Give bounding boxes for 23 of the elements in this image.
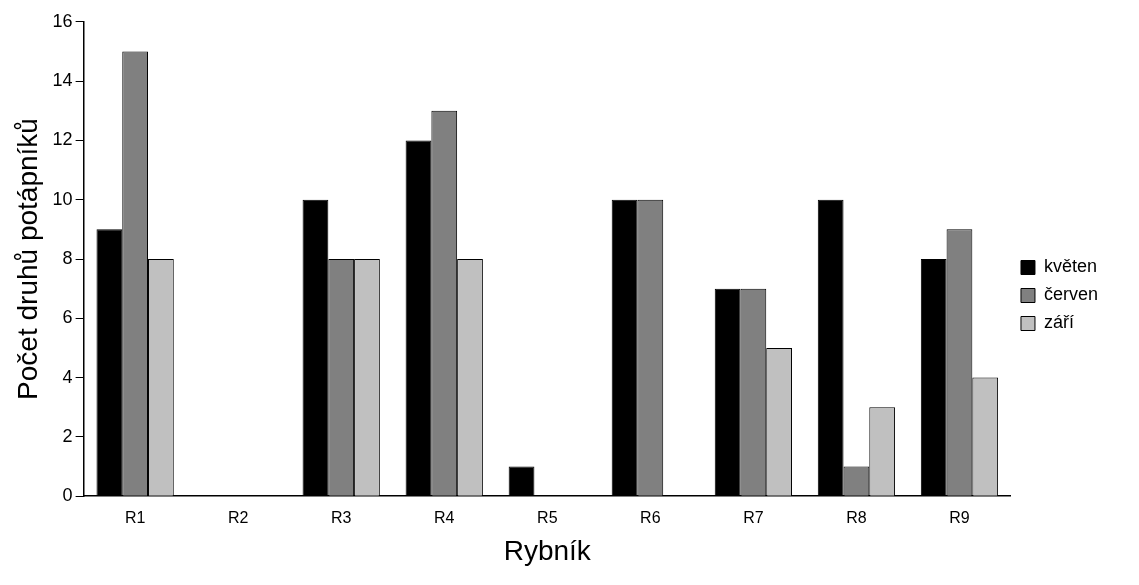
y-tick-label: 8 bbox=[62, 247, 73, 268]
legend-label: září bbox=[1043, 312, 1074, 333]
x-tick-label: R5 bbox=[537, 509, 558, 527]
y-tick-label: 10 bbox=[52, 188, 73, 209]
y-tick-label: 12 bbox=[52, 129, 73, 150]
x-tick-label: R1 bbox=[124, 509, 146, 527]
legend-label: květen bbox=[1043, 256, 1098, 277]
y-tick-label: 6 bbox=[62, 307, 73, 328]
x-axis-title: Rybník bbox=[503, 534, 592, 566]
x-tick-label: R6 bbox=[640, 509, 661, 527]
y-tick-label: 14 bbox=[52, 70, 73, 91]
y-axis-title: Počet druhů potápníků bbox=[11, 118, 43, 400]
x-tick-label: R2 bbox=[227, 509, 249, 527]
x-tick-label: R8 bbox=[846, 509, 867, 527]
x-tick-label: R4 bbox=[434, 509, 455, 527]
x-tick-label: R9 bbox=[949, 509, 970, 527]
x-tick-label: R3 bbox=[330, 509, 352, 527]
y-tick-label: 16 bbox=[52, 10, 73, 31]
y-tick-label: 2 bbox=[62, 425, 73, 446]
y-tick-label: 4 bbox=[62, 366, 73, 387]
y-tick-label: 0 bbox=[62, 485, 73, 506]
x-tick-label: R7 bbox=[743, 509, 764, 527]
legend-label: červen bbox=[1043, 284, 1098, 305]
